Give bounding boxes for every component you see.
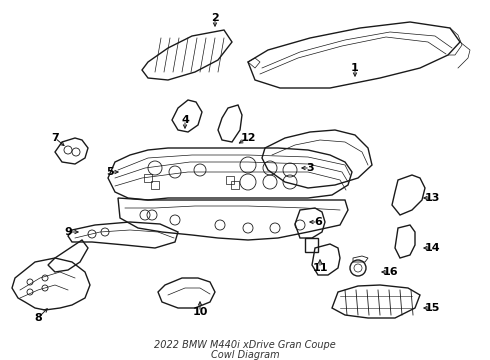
Text: 9: 9: [64, 227, 72, 237]
Text: 6: 6: [314, 217, 322, 227]
Text: 16: 16: [382, 267, 398, 277]
Text: 4: 4: [181, 115, 189, 125]
Text: 14: 14: [424, 243, 440, 253]
Text: 12: 12: [240, 133, 256, 143]
Text: 5: 5: [106, 167, 114, 177]
Text: 2: 2: [211, 13, 219, 23]
Bar: [151, 181, 159, 189]
Text: Cowl Diagram: Cowl Diagram: [211, 350, 279, 360]
Text: 2022 BMW M440i xDrive Gran Coupe: 2022 BMW M440i xDrive Gran Coupe: [154, 340, 336, 350]
Bar: [226, 176, 234, 184]
Bar: [231, 181, 239, 189]
Text: 8: 8: [34, 313, 42, 323]
Text: 13: 13: [424, 193, 440, 203]
Text: 15: 15: [424, 303, 440, 313]
Text: 10: 10: [192, 307, 208, 317]
Text: 11: 11: [312, 263, 328, 273]
Bar: [144, 174, 152, 182]
Text: 7: 7: [51, 133, 59, 143]
Text: 3: 3: [306, 163, 314, 173]
Text: 1: 1: [351, 63, 359, 73]
